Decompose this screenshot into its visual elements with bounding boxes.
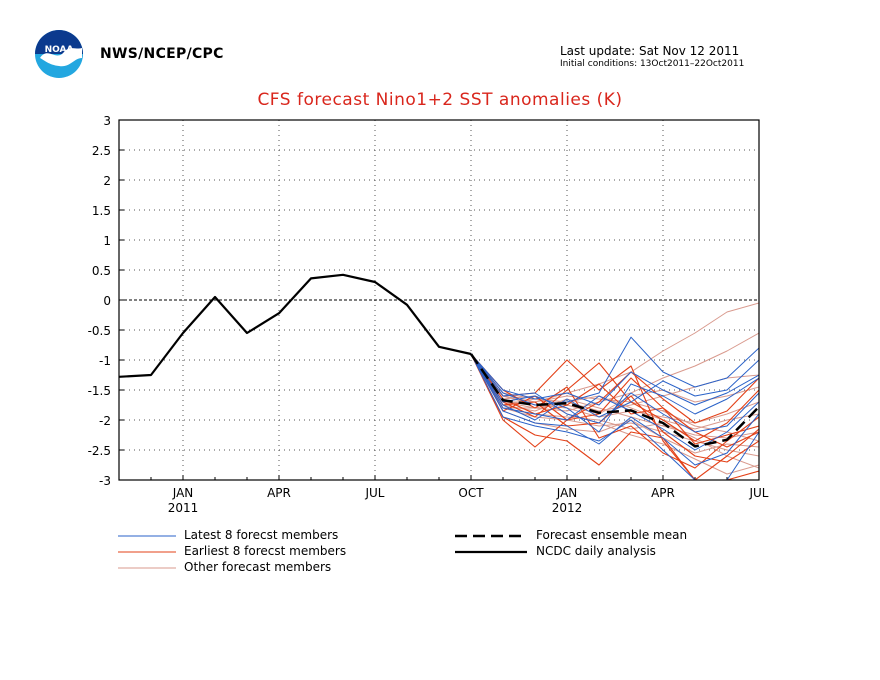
other-series-line	[470, 332, 759, 412]
legend-label-analysis: NCDC daily analysis	[536, 544, 656, 558]
latest-series-line	[470, 353, 759, 433]
other-series-line	[470, 353, 759, 415]
other-series-line	[470, 353, 759, 430]
latest-series-line	[470, 353, 759, 421]
y-tick-label: 0.5	[92, 264, 111, 278]
legend-label-earliest: Earliest 8 forecst members	[184, 544, 347, 558]
earliest-series-line	[470, 353, 759, 442]
y-tick-label: -2.5	[88, 444, 111, 458]
plot-frame	[118, 119, 760, 481]
latest-series-line	[470, 353, 759, 480]
earliest-series-line	[470, 353, 759, 480]
mean-series-line	[469, 353, 759, 448]
y-tick-label: -3	[99, 474, 111, 488]
analysis-series-line	[119, 273, 472, 378]
other-series-line	[470, 353, 759, 475]
y-tick-label: 1	[103, 234, 111, 248]
y-tick-label: -2	[99, 414, 111, 428]
noaa-logo-icon: NOAA	[34, 28, 84, 80]
y-tick-label: 2	[103, 174, 111, 188]
latest-series-line	[470, 353, 759, 451]
y-tick-label: 1.5	[92, 204, 111, 218]
x-tick-label: JUL	[364, 486, 384, 500]
x-tick-label: JAN	[172, 486, 194, 500]
y-tick-label: -1.5	[88, 384, 111, 398]
x-tick-label: JUL	[748, 486, 768, 500]
chart-title: CFS forecast Nino1+2 SST anomalies (K)	[257, 90, 623, 110]
x-tick-label: OCT	[458, 486, 484, 500]
y-tick-label: 3	[103, 114, 111, 128]
legend-label-other: Other forecast members	[184, 560, 332, 574]
y-tick-label: 0	[103, 294, 111, 308]
y-tick-label: 2.5	[92, 144, 111, 158]
x-tick-label: APR	[651, 486, 675, 500]
legend-label-mean: Forecast ensemble mean	[536, 528, 688, 542]
y-tick-label: -1	[99, 354, 111, 368]
noaa-logo-text: NOAA	[45, 45, 74, 55]
org-name: NWS/NCEP/CPC	[100, 46, 224, 62]
x-tick-label: JAN	[556, 486, 578, 500]
other-series-line	[470, 353, 759, 424]
legend-label-latest: Latest 8 forecst members	[184, 528, 339, 542]
x-tick-year-label: 2011	[168, 501, 199, 515]
earliest-series-line	[470, 353, 759, 445]
x-tick-year-label: 2012	[552, 501, 583, 515]
last-update: Last update: Sat Nov 12 2011	[560, 44, 740, 58]
earliest-series-line	[470, 353, 759, 448]
x-tick-label: APR	[267, 486, 291, 500]
initial-conditions: Initial conditions: 13Oct2011–22Oct2011	[560, 59, 745, 69]
y-tick-label: -0.5	[88, 324, 111, 338]
